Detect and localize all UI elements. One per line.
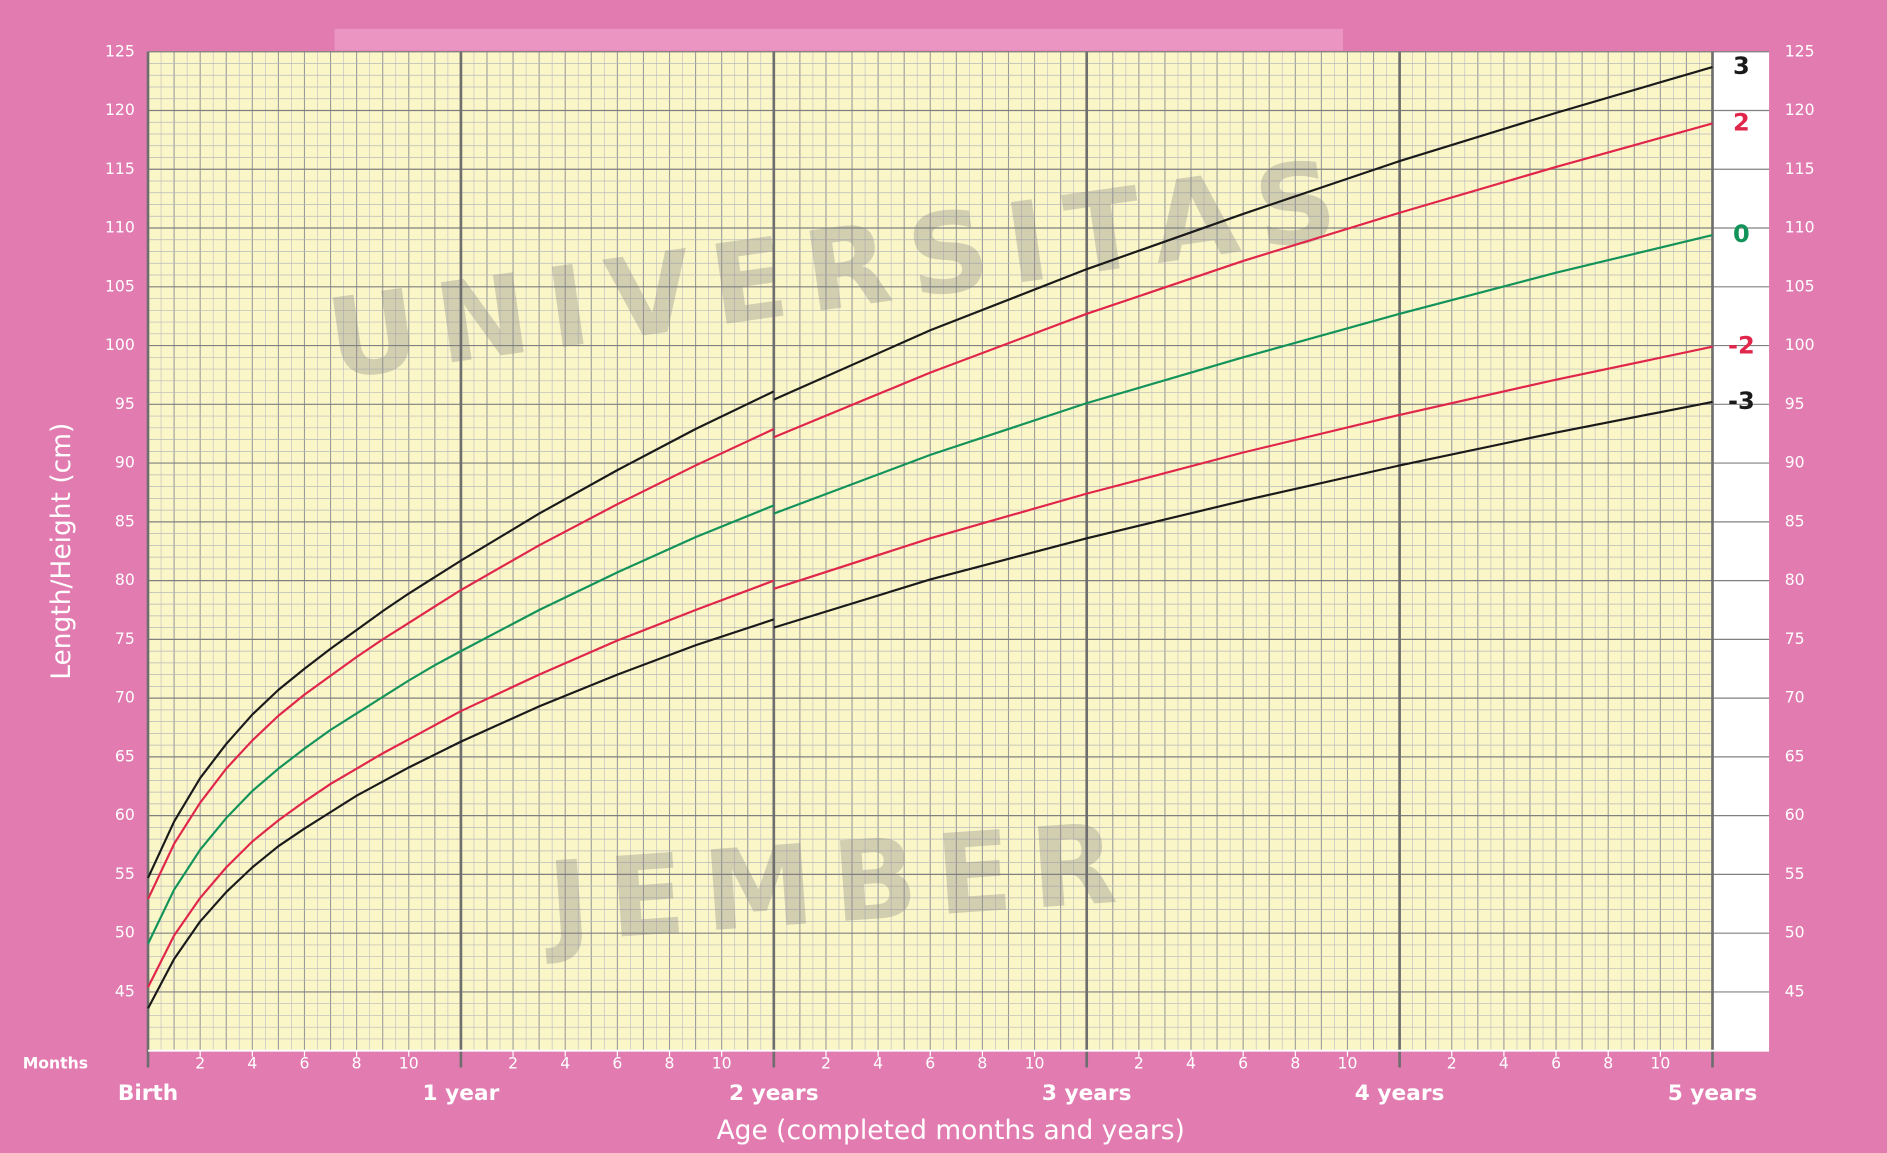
y-axis-title: Length/Height (cm) bbox=[46, 423, 77, 680]
y-tick-label-right: 105 bbox=[1785, 276, 1815, 295]
y-tick-label-right: 90 bbox=[1785, 453, 1805, 472]
year-tick-label: 1 year bbox=[423, 1081, 500, 1106]
x-tick-label: 4 bbox=[873, 1053, 883, 1072]
x-tick-label: 8 bbox=[977, 1053, 987, 1072]
year-tick-label: Birth bbox=[118, 1081, 178, 1106]
months-label: Months bbox=[23, 1053, 88, 1072]
x-tick-label: 8 bbox=[352, 1053, 362, 1072]
year-tick-label: 4 years bbox=[1355, 1081, 1445, 1106]
x-tick-label: 8 bbox=[1603, 1053, 1613, 1072]
x-tick-label: 4 bbox=[247, 1053, 257, 1072]
y-tick-label: 45 bbox=[115, 981, 135, 1000]
x-tick-label: 6 bbox=[1551, 1053, 1561, 1072]
z-score-line bbox=[147, 345, 1713, 988]
y-tick-label: 85 bbox=[115, 511, 135, 530]
y-tick-label-right: 125 bbox=[1785, 41, 1815, 60]
z-score-line bbox=[147, 234, 1713, 945]
y-tick-label: 115 bbox=[105, 159, 135, 178]
line-label: -3 bbox=[1728, 387, 1755, 415]
x-tick-label: 2 bbox=[1134, 1053, 1144, 1072]
y-tick-label-right: 95 bbox=[1785, 394, 1805, 413]
right-margin bbox=[1712, 51, 1770, 1051]
x-tick-label: 10 bbox=[712, 1053, 732, 1072]
y-tick-label: 55 bbox=[115, 864, 135, 883]
x-tick-label: 10 bbox=[1650, 1053, 1670, 1072]
y-tick-label: 110 bbox=[105, 218, 135, 237]
x-tick-label: 10 bbox=[1338, 1053, 1358, 1072]
line-label: 2 bbox=[1733, 108, 1750, 136]
y-tick-label: 105 bbox=[105, 276, 135, 295]
y-tick-label: 90 bbox=[115, 453, 135, 472]
x-tick-label: 6 bbox=[299, 1053, 309, 1072]
y-tick-label: 125 bbox=[105, 41, 135, 60]
y-tick-label: 95 bbox=[115, 394, 135, 413]
y-tick-label-right: 55 bbox=[1785, 864, 1805, 883]
y-tick-label-right: 85 bbox=[1785, 511, 1805, 530]
x-tick-label: 2 bbox=[508, 1053, 518, 1072]
y-tick-label-right: 75 bbox=[1785, 629, 1805, 648]
y-tick-label: 70 bbox=[115, 688, 135, 707]
top-band bbox=[334, 28, 1344, 51]
year-tick-label: 5 years bbox=[1668, 1081, 1758, 1106]
x-tick-label: 6 bbox=[612, 1053, 622, 1072]
x-tick-label: 4 bbox=[560, 1053, 570, 1072]
x-axis-title: Age (completed months and years) bbox=[717, 1115, 1185, 1146]
x-tick-label: 2 bbox=[195, 1053, 205, 1072]
x-tick-label: 4 bbox=[1499, 1053, 1509, 1072]
line-label: 0 bbox=[1733, 220, 1750, 248]
line-label: -2 bbox=[1728, 332, 1755, 360]
y-tick-label: 80 bbox=[115, 570, 135, 589]
y-tick-label-right: 60 bbox=[1785, 805, 1805, 824]
y-tick-label: 120 bbox=[105, 100, 135, 119]
x-tick-label: 6 bbox=[1238, 1053, 1248, 1072]
y-tick-label: 65 bbox=[115, 746, 135, 765]
x-tick-label: 2 bbox=[1447, 1053, 1457, 1072]
z-score-line bbox=[147, 400, 1713, 1009]
y-tick-label-right: 100 bbox=[1785, 335, 1815, 354]
z-score-line bbox=[147, 122, 1713, 900]
y-tick-label-right: 50 bbox=[1785, 923, 1805, 942]
y-tick-label-right: 110 bbox=[1785, 218, 1815, 237]
y-tick-label: 50 bbox=[115, 923, 135, 942]
x-tick-label: 4 bbox=[1186, 1053, 1196, 1072]
y-tick-label-right: 45 bbox=[1785, 981, 1805, 1000]
y-tick-label-right: 65 bbox=[1785, 746, 1805, 765]
y-tick-label-right: 115 bbox=[1785, 159, 1815, 178]
y-tick-label-right: 120 bbox=[1785, 100, 1815, 119]
x-tick-label: 2 bbox=[821, 1053, 831, 1072]
y-tick-label-right: 70 bbox=[1785, 688, 1805, 707]
x-tick-label: 6 bbox=[925, 1053, 935, 1072]
y-tick-label: 100 bbox=[105, 335, 135, 354]
x-tick-label: 8 bbox=[665, 1053, 675, 1072]
y-tick-label-right: 80 bbox=[1785, 570, 1805, 589]
x-tick-label: 8 bbox=[1290, 1053, 1300, 1072]
x-tick-label: 10 bbox=[399, 1053, 419, 1072]
y-tick-label: 75 bbox=[115, 629, 135, 648]
y-tick-label: 60 bbox=[115, 805, 135, 824]
line-label: 3 bbox=[1733, 52, 1750, 80]
year-tick-label: 3 years bbox=[1042, 1081, 1132, 1106]
x-tick-label: 10 bbox=[1025, 1053, 1045, 1072]
z-score-line bbox=[147, 65, 1713, 879]
year-tick-label: 2 years bbox=[729, 1081, 819, 1106]
